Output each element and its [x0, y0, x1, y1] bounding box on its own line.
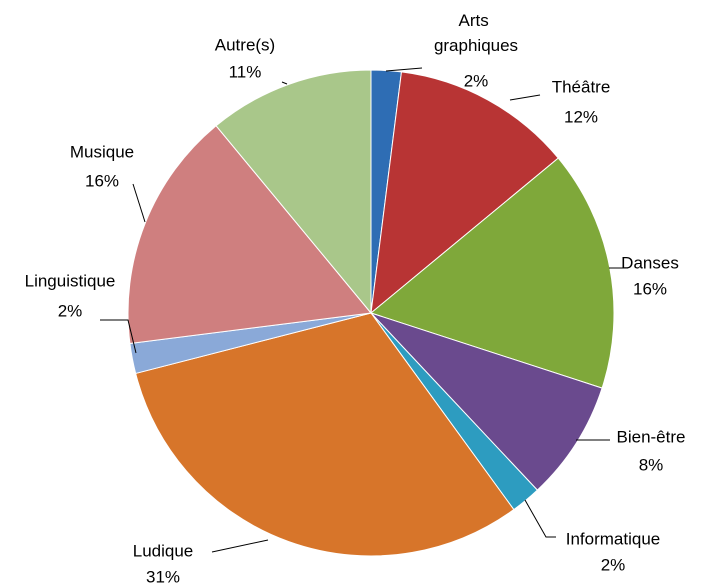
value-label: 2% [464, 71, 489, 90]
slice-label: Musique [70, 142, 134, 161]
value-label: 2% [601, 555, 626, 574]
leader-line [524, 499, 556, 538]
pie-slice [135, 312, 515, 557]
value-label: 31% [146, 567, 180, 585]
value-label: 12% [564, 107, 598, 126]
slice-label: Ludique [133, 541, 194, 560]
slice-label: Informatique [566, 529, 661, 548]
slice-label: Linguistique [25, 271, 116, 290]
slice-label: Danses [621, 253, 679, 272]
leader-line [281, 81, 288, 85]
value-label: 11% [229, 62, 262, 81]
value-label: 2% [58, 301, 83, 320]
leader-line [385, 67, 423, 72]
pie-slice [370, 312, 603, 491]
pie-slice [369, 157, 615, 389]
leader-line [211, 539, 269, 553]
value-label: 8% [639, 455, 664, 474]
slice-label: Arts graphiques [434, 11, 518, 55]
leader-line [509, 94, 541, 101]
slice-label: Autre(s) [215, 35, 275, 54]
pie-slice [215, 69, 372, 315]
leader-line [100, 319, 137, 354]
pie-slice [370, 71, 559, 315]
leader-line [132, 183, 146, 223]
value-label: 16% [633, 279, 667, 298]
slice-label: Bien-être [617, 427, 686, 446]
value-label: 16% [85, 171, 119, 190]
slice-label: Théâtre [552, 77, 611, 96]
